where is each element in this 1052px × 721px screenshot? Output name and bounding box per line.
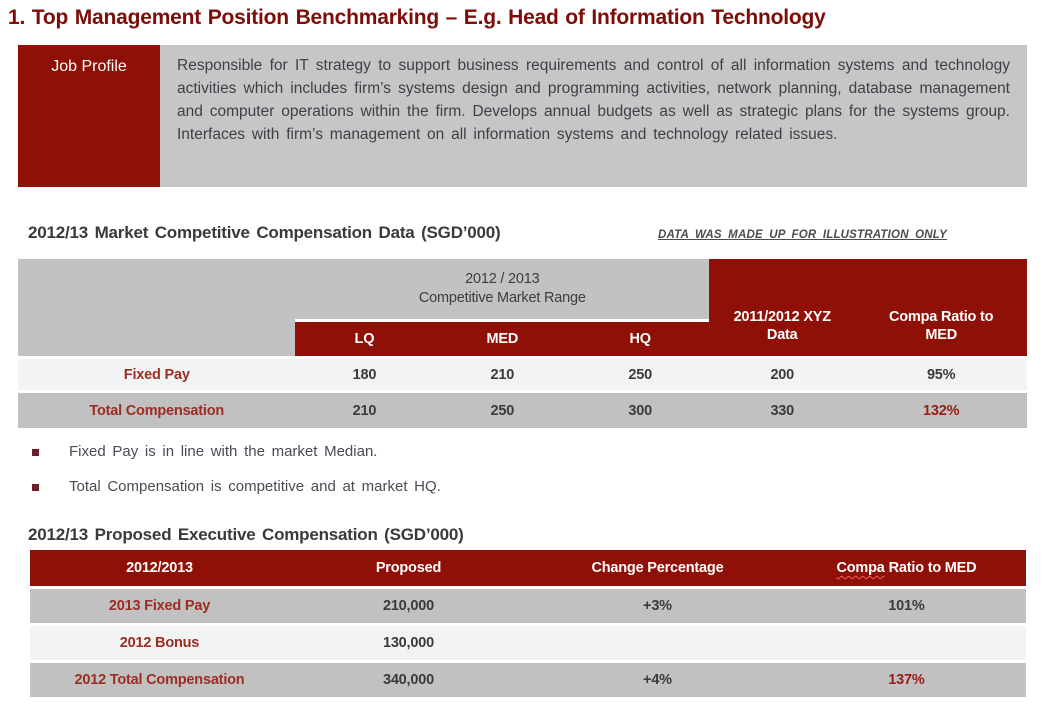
bonus-compa <box>787 626 1026 660</box>
table-row-2013-fixed-pay: 2013 Fixed Pay 210,000 +3% 101% <box>30 589 1026 623</box>
row-label: 2012 Total Compensation <box>74 672 245 688</box>
fixed-pay-proposed: 210,000 <box>382 598 434 614</box>
market-range-subheaders: LQ MED HQ <box>295 322 710 356</box>
table-row-2012-total-compensation: 2012 Total Compensation 340,000 +4% 137% <box>30 663 1026 697</box>
column-header-xyz-data: 2011/2012 XYZ Data <box>709 259 855 356</box>
fixed-pay-med: 210 <box>490 366 515 383</box>
total-comp-compa-ratio: 132% <box>923 402 960 419</box>
total-comp-lq: 210 <box>352 402 377 419</box>
compa-header-line2: MED <box>925 327 957 343</box>
market-section-heading: 2012/13 Market Competitive Compensation … <box>28 223 501 242</box>
row-label: 2013 Fixed Pay <box>108 598 211 614</box>
spellcheck-underlined-word: Compa <box>836 560 885 576</box>
fixed-pay-compa: 101% <box>888 598 925 614</box>
page-title: 1. Top Management Position Benchmarking … <box>8 6 826 29</box>
list-item: Total Compensation is competitive and at… <box>30 476 1052 498</box>
market-range-group-header: 2012 / 2013 Competitive Market Range <box>295 259 710 322</box>
fixed-pay-change: +3% <box>643 598 672 614</box>
square-bullet-icon <box>32 449 39 456</box>
row-label: Total Compensation <box>89 402 225 419</box>
bonus-proposed: 130,000 <box>382 635 434 651</box>
market-compensation-table: 2012 / 2013 Competitive Market Range LQ … <box>18 259 1027 428</box>
total-comp-hq: 300 <box>628 402 652 419</box>
proposed-compensation-table: 2012/2013 Proposed Change Percentage Com… <box>30 550 1026 697</box>
table-row-2012-bonus: 2012 Bonus 130,000 <box>30 626 1026 660</box>
column-header-med: MED <box>486 331 519 347</box>
fixed-pay-hq: 250 <box>628 366 652 383</box>
column-header-compa-ratio-med: Compa Ratio to MED <box>787 550 1026 586</box>
column-header-proposed: Proposed <box>375 560 442 576</box>
xyz-header-line2: Data <box>766 327 798 343</box>
total-comp-xyz: 330 <box>770 402 795 419</box>
square-bullet-icon <box>32 484 39 491</box>
column-header-compa-ratio: Compa Ratio to MED <box>855 259 1027 356</box>
total-comp-compa: 137% <box>888 672 925 688</box>
total-comp-med: 250 <box>490 402 515 419</box>
proposed-section-heading: 2012/13 Proposed Executive Compensation … <box>28 525 464 544</box>
disclaimer-note: DATA WAS MADE UP FOR ILLUSTRATION ONLY <box>657 229 947 241</box>
column-header-change-percentage: Change Percentage <box>591 560 724 576</box>
xyz-header-line1: 2011/2012 XYZ <box>733 309 832 325</box>
market-table-right-headers: 2011/2012 XYZ Data Compa Ratio to MED <box>709 259 1027 356</box>
list-item: Fixed Pay is in line with the market Med… <box>30 441 1052 463</box>
total-comp-proposed: 340,000 <box>382 672 434 688</box>
bullet-text: Fixed Pay is in line with the market Med… <box>69 443 378 460</box>
job-profile-box: Job Profile Responsible for IT strategy … <box>18 45 1027 187</box>
market-range-line2: Competitive Market Range <box>418 290 586 306</box>
table-row-fixed-pay: Fixed Pay 180 210 250 200 95% <box>18 359 1027 390</box>
compa-header-rest: Ratio to MED <box>888 560 977 576</box>
market-section-heading-row: 2012/13 Market Competitive Compensation … <box>28 223 1052 243</box>
observations-list: Fixed Pay is in line with the market Med… <box>30 441 1052 498</box>
proposed-section-heading-row: 2012/13 Proposed Executive Compensation … <box>28 525 1052 545</box>
proposed-table-header: 2012/2013 Proposed Change Percentage Com… <box>30 550 1026 586</box>
row-label: Fixed Pay <box>123 366 190 383</box>
column-header-lq: LQ <box>354 331 375 347</box>
fixed-pay-xyz: 200 <box>770 366 795 383</box>
market-range-line1: 2012 / 2013 <box>465 271 540 287</box>
bullet-text: Total Compensation is competitive and at… <box>69 478 441 495</box>
row-label: 2012 Bonus <box>119 635 200 651</box>
column-header-year: 2012/2013 <box>126 560 193 576</box>
job-profile-description: Responsible for IT strategy to support b… <box>160 45 1027 187</box>
fixed-pay-lq: 180 <box>352 366 377 383</box>
market-table-header: 2012 / 2013 Competitive Market Range LQ … <box>18 259 1027 356</box>
fixed-pay-compa-ratio: 95% <box>926 366 956 383</box>
column-header-hq: HQ <box>629 331 652 347</box>
market-table-corner-cell <box>18 259 296 356</box>
compa-header-line1: Compa Ratio to <box>888 309 994 325</box>
market-range-group: 2012 / 2013 Competitive Market Range LQ … <box>295 259 710 356</box>
total-comp-change: +4% <box>643 672 672 688</box>
bonus-change <box>528 626 787 660</box>
table-row-total-compensation: Total Compensation 210 250 300 330 132% <box>18 393 1027 428</box>
job-profile-label: Job Profile <box>18 45 160 187</box>
